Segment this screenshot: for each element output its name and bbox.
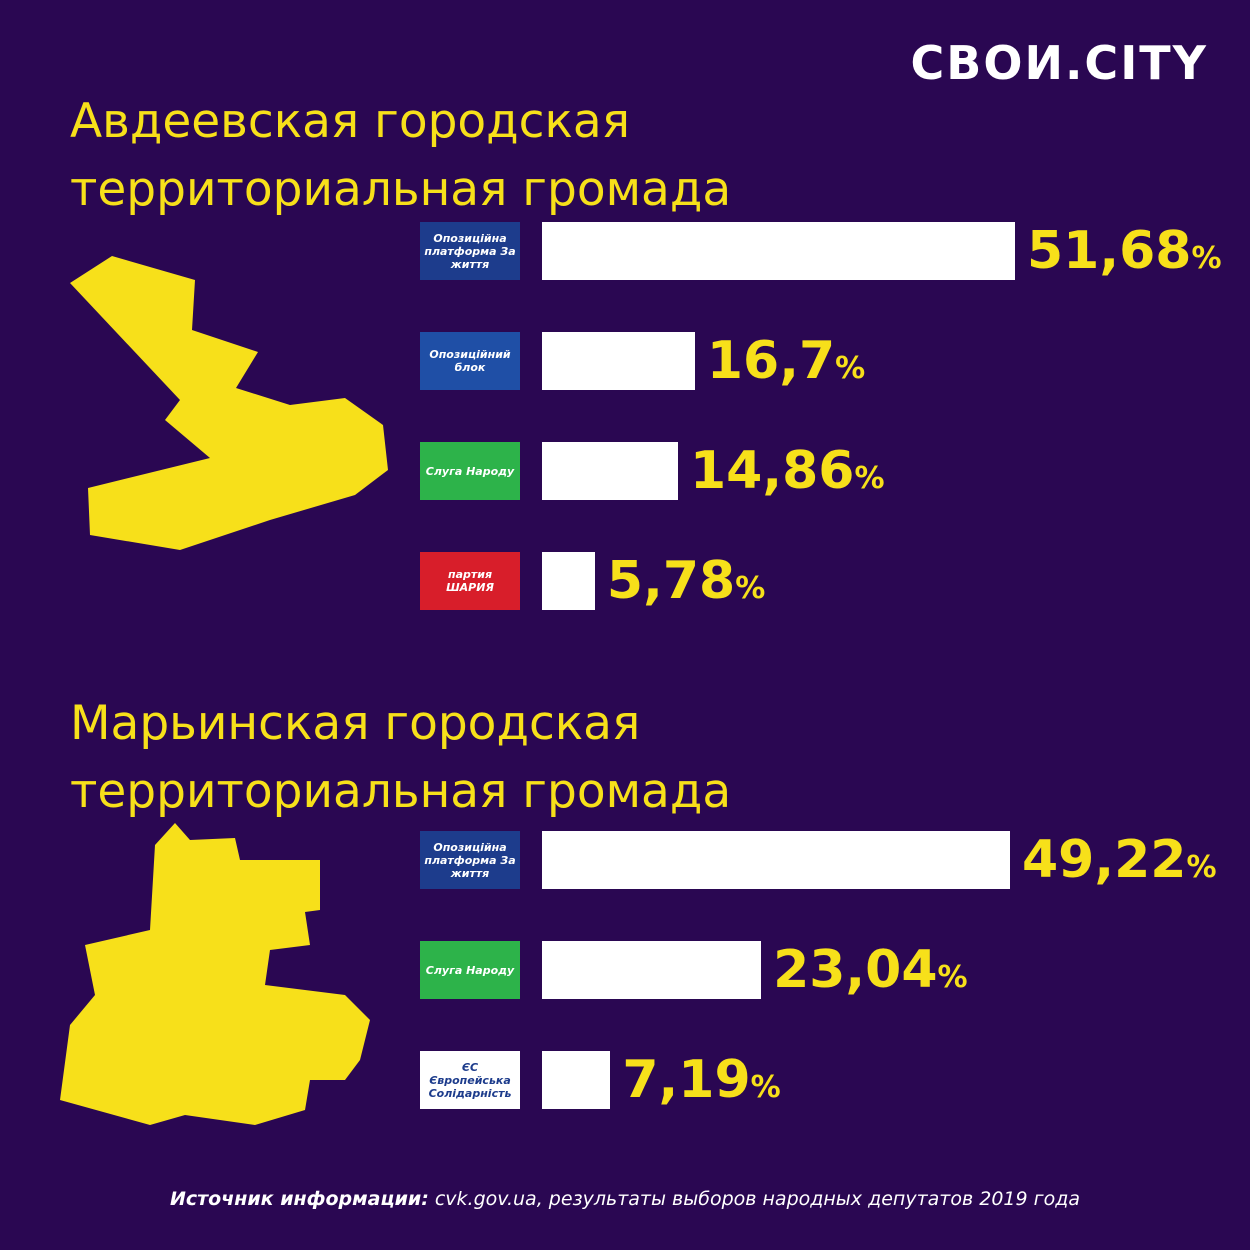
party-logo: Опозиційний блок bbox=[420, 332, 520, 390]
bar bbox=[542, 222, 1015, 280]
footer: Источник информации: cvk.gov.ua, результ… bbox=[0, 1188, 1250, 1210]
bar bbox=[542, 831, 1010, 889]
bar bbox=[542, 941, 762, 999]
map-marinka bbox=[60, 823, 370, 1125]
value-label: 49,22% bbox=[1022, 830, 1217, 890]
map-avdiivka bbox=[70, 256, 388, 550]
bar bbox=[542, 552, 595, 610]
value-label: 23,04% bbox=[773, 940, 968, 1000]
maps bbox=[60, 256, 388, 1125]
value-label: 14,86% bbox=[690, 441, 885, 501]
party-logo: ЄС Європейська Солідарність bbox=[420, 1051, 520, 1109]
chart-title: Авдеевская городская территориальная гро… bbox=[70, 94, 732, 217]
bar bbox=[542, 332, 695, 390]
brand: СВОИ.CITY bbox=[910, 36, 1208, 90]
bar bbox=[542, 1051, 611, 1109]
bar bbox=[542, 442, 678, 500]
value-label: 16,7% bbox=[706, 331, 866, 391]
value-label: 5,78% bbox=[606, 551, 766, 611]
party-logo: Опозиційна платформа За життя bbox=[420, 222, 520, 280]
party-logo: Опозиційна платформа За життя bbox=[420, 831, 520, 889]
party-logo: Слуга Народу bbox=[420, 941, 520, 999]
party-logo: Слуга Народу bbox=[420, 442, 520, 500]
value-label: 51,68% bbox=[1027, 221, 1222, 281]
value-label: 7,19% bbox=[622, 1050, 781, 1110]
footer-text: cvk.gov.ua, результаты выборов народных … bbox=[434, 1188, 1081, 1210]
party-logo: партия ШАРИЯ bbox=[420, 552, 520, 610]
chart-title: Марьинская городская территориальная гро… bbox=[70, 696, 732, 819]
footer-label: Источник информации: bbox=[169, 1188, 429, 1210]
